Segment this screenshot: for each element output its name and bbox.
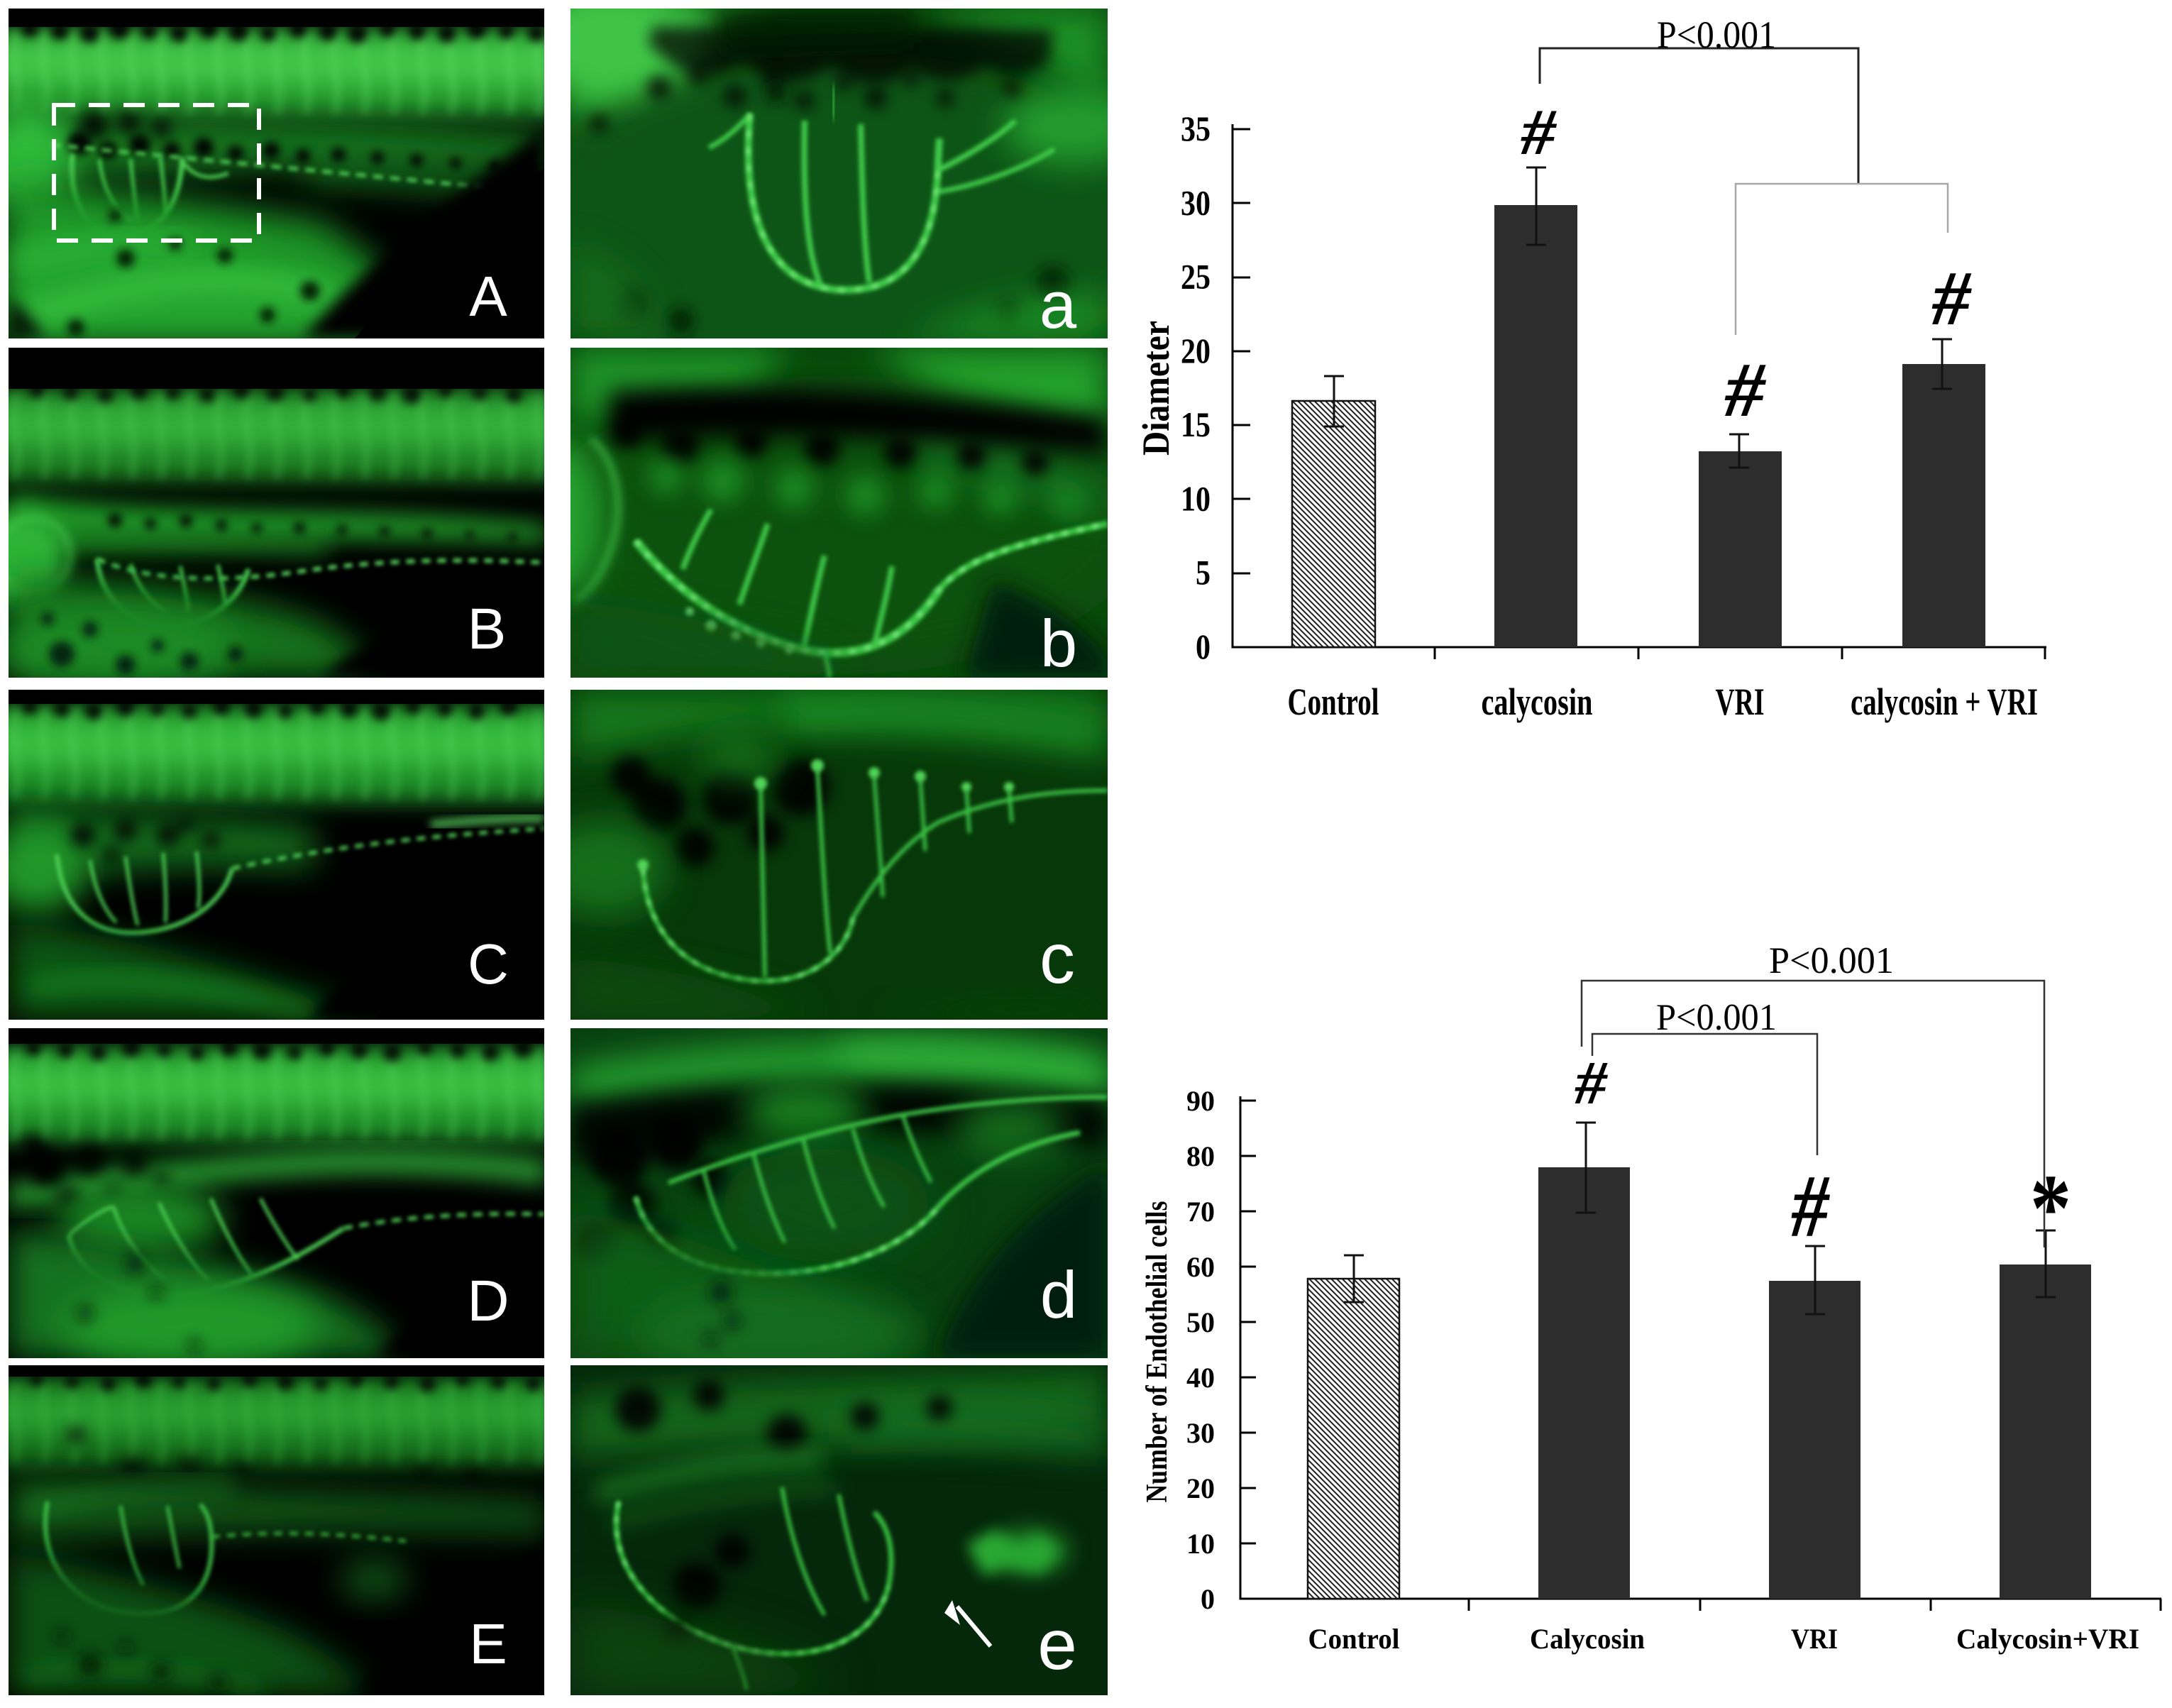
svg-text:60: 60 [1186, 1251, 1215, 1283]
svg-text:c: c [1040, 919, 1075, 998]
svg-text:20: 20 [1181, 331, 1211, 370]
svg-text:30: 30 [1186, 1417, 1215, 1449]
svg-text:Calycosin+VRI: Calycosin+VRI [1956, 1623, 2139, 1655]
svg-text:15: 15 [1181, 404, 1211, 444]
svg-text:30: 30 [1181, 182, 1211, 222]
svg-text:Control: Control [1308, 1623, 1400, 1655]
svg-text:b: b [1040, 606, 1077, 681]
svg-text:P<0.001: P<0.001 [1657, 13, 1776, 56]
svg-text:#: # [1575, 1049, 1609, 1118]
svg-text:A: A [469, 265, 507, 328]
svg-text:5: 5 [1196, 553, 1211, 593]
svg-text:C: C [468, 932, 509, 996]
svg-text:25: 25 [1181, 257, 1211, 297]
svg-text:P<0.001: P<0.001 [1769, 940, 1894, 981]
svg-text:D: D [467, 1269, 509, 1333]
svg-text:20: 20 [1186, 1472, 1215, 1504]
svg-text:d: d [1040, 1257, 1077, 1332]
svg-text:0: 0 [1196, 627, 1211, 666]
svg-text:#: # [1724, 346, 1767, 432]
svg-text:B: B [468, 597, 507, 661]
svg-text:70: 70 [1186, 1196, 1215, 1228]
svg-text:#: # [1931, 256, 1973, 342]
svg-text:Control: Control [1288, 681, 1379, 723]
svg-text:P<0.001: P<0.001 [1656, 997, 1777, 1038]
svg-text:a: a [1040, 268, 1077, 342]
svg-text:Number of Endothelial cells: Number of Endothelial cells [1141, 1201, 1174, 1503]
svg-text:VRI: VRI [1716, 681, 1765, 723]
svg-text:calycosin: calycosin [1482, 681, 1593, 723]
svg-text:10: 10 [1186, 1528, 1215, 1560]
svg-text:e: e [1037, 1605, 1077, 1685]
svg-text:#: # [1521, 96, 1558, 168]
svg-text:0: 0 [1201, 1583, 1215, 1615]
svg-text:90: 90 [1186, 1085, 1215, 1117]
svg-text:Calycosin: Calycosin [1530, 1623, 1645, 1655]
svg-text:*: * [2030, 1155, 2071, 1262]
svg-text:Diameter: Diameter [1135, 321, 1177, 456]
svg-text:40: 40 [1186, 1362, 1215, 1394]
svg-text:calycosin + VRI: calycosin + VRI [1851, 681, 2038, 723]
svg-text:50: 50 [1186, 1306, 1215, 1338]
svg-text:E: E [469, 1612, 507, 1675]
svg-text:80: 80 [1186, 1140, 1215, 1172]
svg-text:35: 35 [1181, 109, 1211, 148]
svg-text:10: 10 [1181, 478, 1211, 518]
svg-text:#: # [1791, 1157, 1830, 1256]
svg-text:VRI: VRI [1791, 1623, 1838, 1655]
